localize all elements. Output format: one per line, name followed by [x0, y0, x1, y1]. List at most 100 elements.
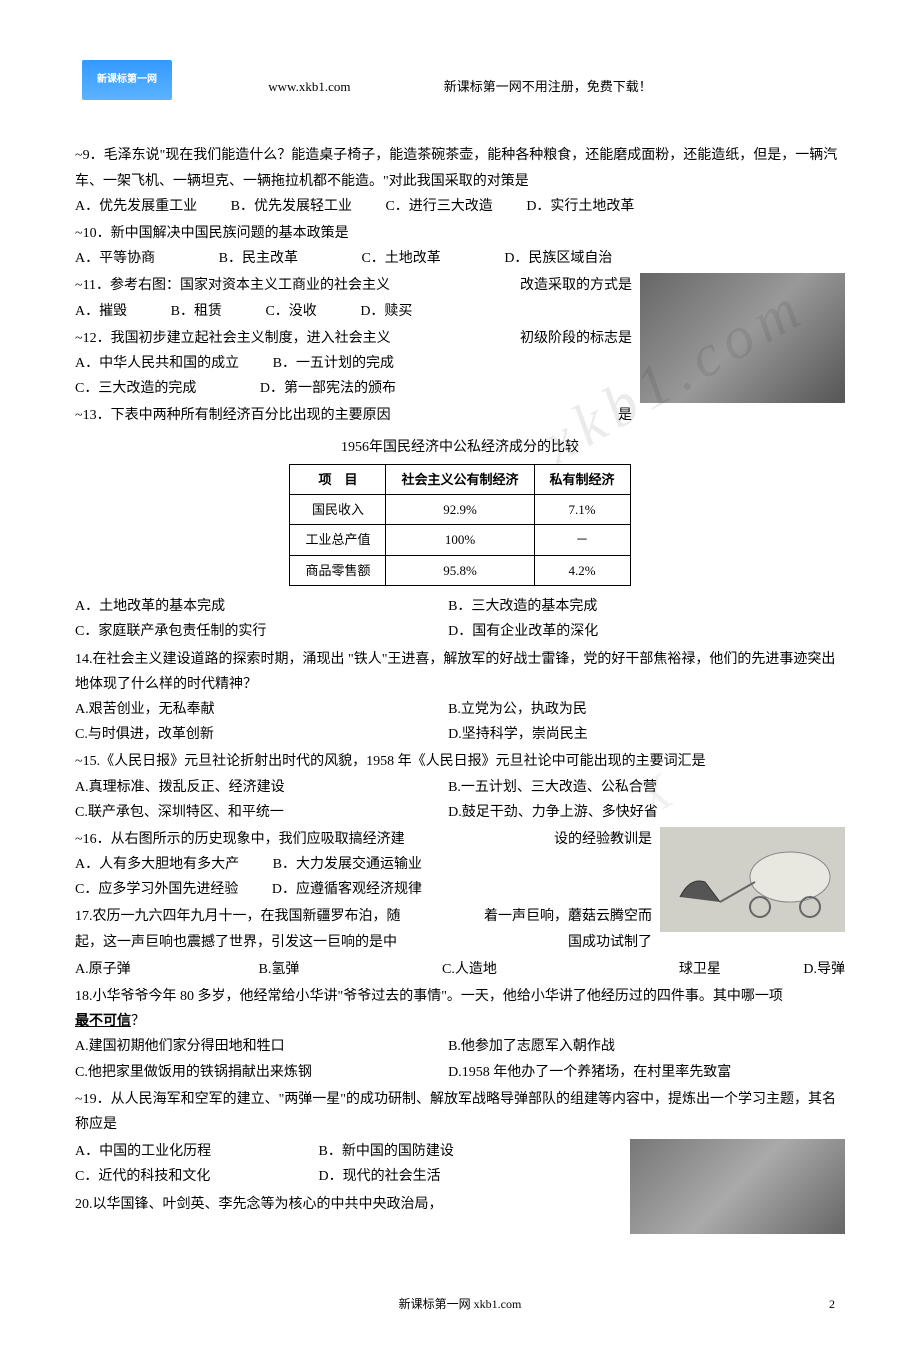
table-cell: 4.2% — [534, 555, 630, 585]
table-cell: 95.8% — [386, 555, 534, 585]
q9-option-a: A．优先发展重工业 — [75, 194, 197, 219]
q16-option-d: D．应遵循客观经济规律 — [272, 877, 422, 902]
q10-option-c: C．土地改革 — [361, 246, 440, 271]
logo-text: 新课标第一网 — [97, 71, 157, 89]
q10-option-a: A．平等协商 — [75, 246, 155, 271]
q18-option-d: D.1958 年他办了一个养猪场，在村里率先致富 — [448, 1060, 818, 1085]
q19-option-a: A．中国的工业化历程 — [75, 1139, 285, 1164]
page-header: www.xkb1.com 新课标第一网不用注册，免费下载！ — [75, 75, 845, 98]
q13-text-right: 是 — [618, 403, 632, 428]
q14-option-b: B.立党为公，执政为民 — [448, 697, 818, 722]
q16-option-c: C．应多学习外国先进经验 — [75, 877, 238, 902]
q14-option-a: A.艰苦创业，无私奉献 — [75, 697, 445, 722]
q18-option-b: B.他参加了志愿军入朝作战 — [448, 1034, 818, 1059]
table-header: 私有制经济 — [534, 464, 630, 494]
table-row: 商品零售额 95.8% 4.2% — [290, 555, 630, 585]
q13-table: 项 目 社会主义公有制经济 私有制经济 国民收入 92.9% 7.1% 工业总产… — [289, 464, 630, 587]
question-20: 20.以华国锋、叶剑英、李先念等为核心的中共中央政治局， — [75, 1192, 845, 1217]
q18-question-mark: ？ — [131, 1014, 145, 1029]
question-11: ~11．参考右图：国家对资本主义工商业的社会主义 改造采取的方式是 A．摧毁 B… — [75, 273, 632, 323]
table-header: 项 目 — [290, 464, 386, 494]
q13-option-c: C．家庭联产承包责任制的实行 — [75, 619, 445, 644]
page-number: 2 — [829, 1294, 835, 1316]
q16-image — [660, 827, 845, 932]
question-13-options: A．土地改革的基本完成 B．三大改造的基本完成 C．家庭联产承包责任制的实行 D… — [75, 594, 845, 644]
question-13: ~13．下表中两种所有制经济百分比出现的主要原因 是 — [75, 403, 632, 428]
q17-text-left1: 17.农历一九六四年九月十一，在我国新疆罗布泊，随 — [75, 909, 401, 924]
q11-text-left: ~11．参考右图：国家对资本主义工商业的社会主义 — [75, 278, 390, 293]
table-cell: 商品零售额 — [290, 555, 386, 585]
q18-bold: 最不可信 — [75, 1014, 131, 1029]
q11-option-c: C．没收 — [265, 299, 316, 324]
q15-option-c: C.联产承包、深圳特区、和平统一 — [75, 800, 445, 825]
q9-option-b: B．优先发展轻工业 — [231, 194, 352, 219]
question-14: 14.在社会主义建设道路的探索时期，涌现出 "铁人"王进喜，解放军的好战士雷锋，… — [75, 647, 845, 748]
q16-option-b: B．大力发展交通运输业 — [273, 852, 422, 877]
question-17: 17.农历一九六四年九月十一，在我国新疆罗布泊，随 着一声巨响，蘑菇云腾空而 起… — [75, 904, 652, 954]
q12-option-b: B．一五计划的完成 — [273, 351, 394, 376]
q14-option-c: C.与时俱进，改革创新 — [75, 722, 445, 747]
table-cell: 工业总产值 — [290, 525, 386, 555]
table-cell: 100% — [386, 525, 534, 555]
page-footer: 新课标第一网 xkb1.com 2 — [75, 1294, 845, 1316]
q11-option-a: A．摧毁 — [75, 299, 127, 324]
q20-text: 20.以华国锋、叶剑英、李先念等为核心的中共中央政治局， — [75, 1192, 845, 1217]
table-header: 社会主义公有制经济 — [386, 464, 534, 494]
table-cell: 国民收入 — [290, 495, 386, 525]
question-10: ~10．新中国解决中国民族问题的基本政策是 A．平等协商 B．民主改革 C．土地… — [75, 221, 845, 271]
header-url: www.xkb1.com — [268, 75, 350, 98]
q10-text: ~10．新中国解决中国民族问题的基本政策是 — [75, 221, 845, 246]
q16-option-a: A．人有多大胆地有多大产 — [75, 852, 239, 877]
q12-option-a: A．中华人民共和国的成立 — [75, 351, 239, 376]
q18-text: 18.小华爷爷今年 80 多岁，他经常给小华讲"爷爷过去的事情"。一天，他给小华… — [75, 989, 783, 1004]
q15-option-b: B.一五计划、三大改造、公私合营 — [448, 775, 818, 800]
q17-text-left2: 起，这一声巨响也震撼了世界，引发这一巨响的是中 — [75, 935, 397, 950]
q13-option-d: D．国有企业改革的深化 — [448, 619, 818, 644]
question-18: 18.小华爷爷今年 80 多岁，他经常给小华讲"爷爷过去的事情"。一天，他给小华… — [75, 984, 845, 1085]
q17-text-right2: 国成功试制了 — [568, 930, 652, 955]
q18-option-a: A.建国初期他们家分得田地和牲口 — [75, 1034, 445, 1059]
q17-option-c: C.人造地 — [442, 957, 497, 982]
table-cell: － — [534, 525, 630, 555]
question-17-options: A.原子弹 B.氢弹 C.人造地 球卫星 D.导弹 — [75, 957, 845, 982]
q19-option-b: B．新中国的国防建设 — [319, 1139, 454, 1164]
q9-option-c: C．进行三大改造 — [385, 194, 492, 219]
q13-option-b: B．三大改造的基本完成 — [448, 594, 818, 619]
q10-option-d: D．民族区域自治 — [504, 246, 612, 271]
q17-option-c2: 球卫星 — [679, 962, 721, 977]
q19-option-d: D．现代的社会生活 — [319, 1164, 441, 1189]
q15-text: ~15.《人民日报》元旦社论折射出时代的风貌，1958 年《人民日报》元旦社论中… — [75, 749, 845, 774]
q14-option-d: D.坚持科学，崇尚民主 — [448, 722, 818, 747]
q19-text: ~19．从人民海军和空军的建立、"两弹一星"的成功研制、解放军战略导弹部队的组建… — [75, 1087, 845, 1137]
table-cell: 7.1% — [534, 495, 630, 525]
question-16: ~16．从右图所示的历史现象中，我们应吸取搞经济建 设的经验教训是 A．人有多大… — [75, 827, 652, 903]
q14-text: 14.在社会主义建设道路的探索时期，涌现出 "铁人"王进喜，解放军的好战士雷锋，… — [75, 647, 845, 697]
site-logo: 新课标第一网 — [82, 60, 172, 100]
table-cell: 92.9% — [386, 495, 534, 525]
q17-text-right1: 着一声巨响，蘑菇云腾空而 — [484, 904, 652, 929]
q13-text-left: ~13．下表中两种所有制经济百分比出现的主要原因 — [75, 408, 391, 423]
q15-option-d: D.鼓足干劲、力争上游、多快好省 — [448, 800, 818, 825]
question-19: ~19．从人民海军和空军的建立、"两弹一星"的成功研制、解放军战略导弹部队的组建… — [75, 1087, 845, 1137]
header-tagline: 新课标第一网不用注册，免费下载！ — [444, 75, 652, 98]
q13-option-a: A．土地改革的基本完成 — [75, 594, 445, 619]
question-19-options: A．中国的工业化历程 B．新中国的国防建设 C．近代的科技和文化 D．现代的社会… — [75, 1139, 845, 1189]
q11-option-d: D．赎买 — [360, 299, 412, 324]
q16-text-left: ~16．从右图所示的历史现象中，我们应吸取搞经济建 — [75, 832, 405, 847]
question-15: ~15.《人民日报》元旦社论折射出时代的风貌，1958 年《人民日报》元旦社论中… — [75, 749, 845, 825]
q18-option-c: C.他把家里做饭用的铁锅捐献出来炼钢 — [75, 1060, 445, 1085]
q15-option-a: A.真理标准、拨乱反正、经济建设 — [75, 775, 445, 800]
footer-text: 新课标第一网 xkb1.com — [399, 1297, 522, 1311]
q12-option-c: C．三大改造的完成 — [75, 376, 196, 401]
q9-text: ~9．毛泽东说"现在我们能造什么？能造桌子椅子，能造茶碗茶壶，能种各种粮食，还能… — [75, 143, 845, 193]
q16-text-right: 设的经验教训是 — [554, 827, 652, 852]
q17-option-b: B.氢弹 — [259, 957, 379, 982]
question-12: ~12．我国初步建立起社会主义制度，进入社会主义 初级阶段的标志是 A．中华人民… — [75, 326, 632, 402]
table-row: 国民收入 92.9% 7.1% — [290, 495, 630, 525]
q19-option-c: C．近代的科技和文化 — [75, 1164, 285, 1189]
q12-option-d: D．第一部宪法的颁布 — [260, 376, 396, 401]
q9-option-d: D．实行土地改革 — [526, 194, 634, 219]
q12-text-right: 初级阶段的标志是 — [520, 326, 632, 351]
q11-text-right: 改造采取的方式是 — [520, 273, 632, 298]
table-row: 工业总产值 100% － — [290, 525, 630, 555]
